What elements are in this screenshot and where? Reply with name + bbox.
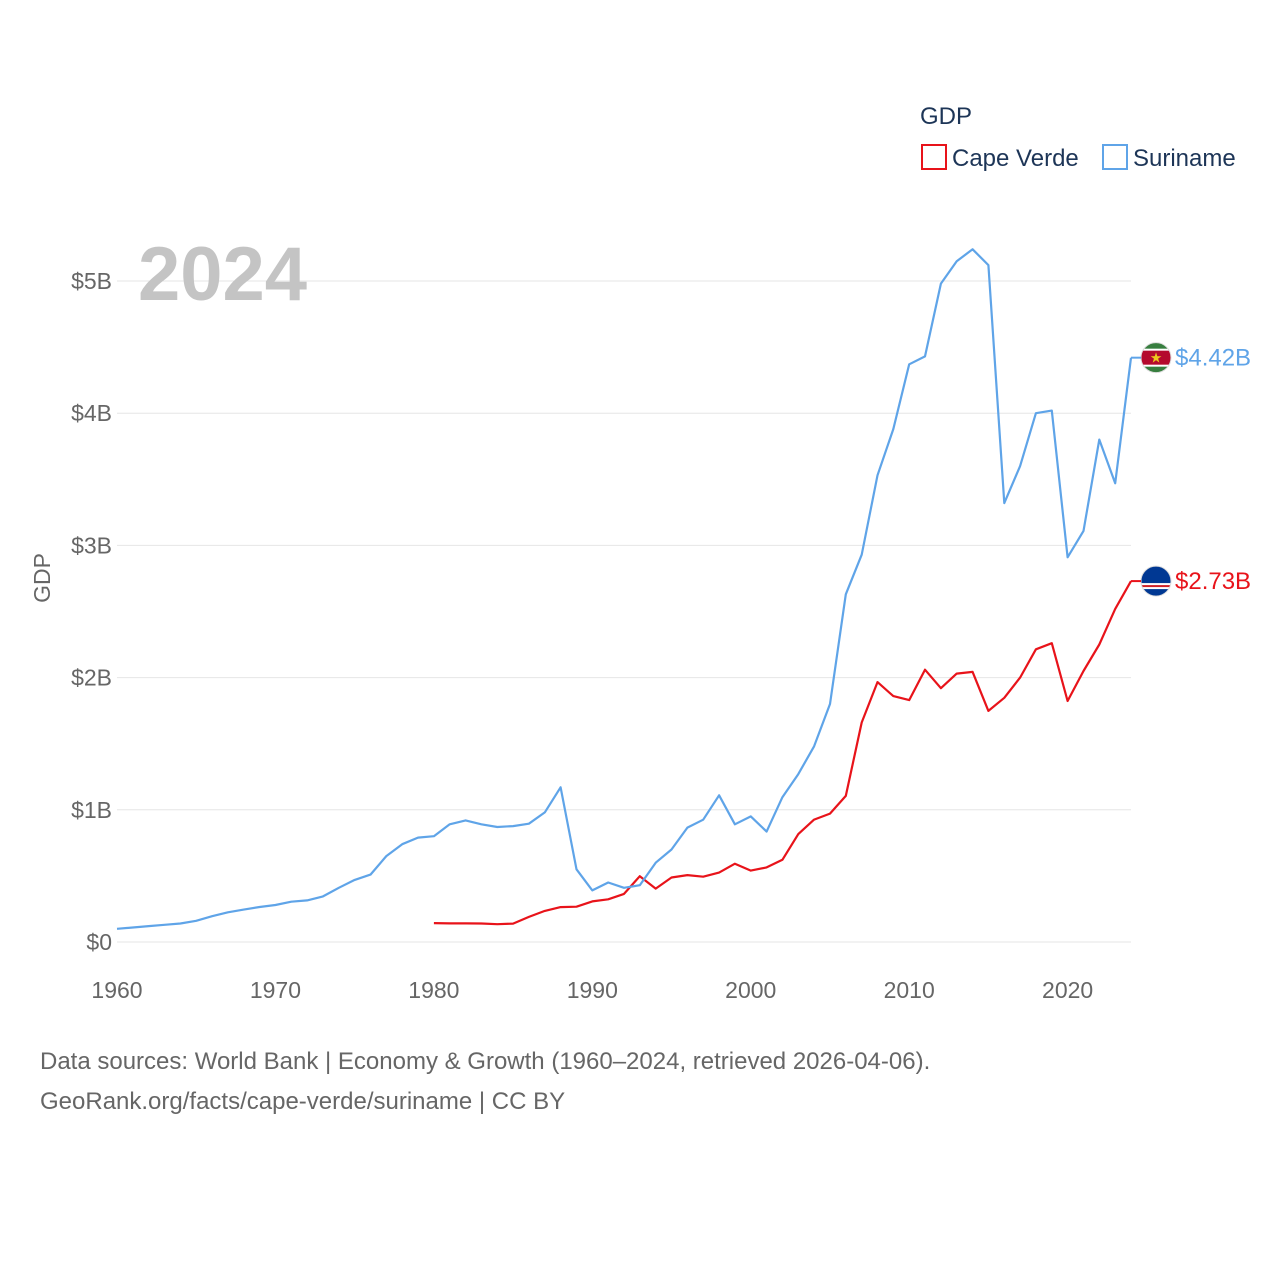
x-tick-label: 2010 [884,977,935,1003]
y-tick-label: $0 [86,929,112,955]
series-end-markers: $2.73B ★ $4.42B [1131,342,1251,597]
y-axis: $0 $1B $2B $3B $4B $5B [71,268,112,955]
legend-item-cape-verde[interactable]: Cape Verde [921,144,1079,172]
end-value-label: $2.73B [1175,568,1251,595]
y-tick-label: $3B [71,532,112,558]
series-lines [116,248,1133,930]
gdp-line-chart: $0 $1B $2B $3B $4B $5B 1960 1970 1980 1990 2000 20… [29,103,1251,1003]
y-axis-label: GDP [29,553,55,603]
svg-text:★: ★ [1150,351,1163,367]
footer-link[interactable]: GeoRank.org/facts/cape-verde/suriname | … [40,1088,566,1115]
legend-label-cape-verde: Cape Verde [952,145,1079,172]
footer-sources: Data sources: World Bank | Economy & Gro… [40,1048,931,1075]
legend-item-suriname[interactable]: Suriname [1102,144,1236,172]
x-tick-label: 1990 [567,977,618,1003]
y-tick-label: $2B [71,665,112,691]
y-tick-label: $1B [71,797,112,823]
y-tick-label: $5B [71,268,112,294]
x-tick-label: 2000 [725,977,776,1003]
suriname-flag-icon: ★ [1140,342,1172,374]
legend-swatch-suriname [1102,144,1128,170]
x-axis: 1960 1970 1980 1990 2000 2010 2020 [91,977,1093,1003]
x-tick-label: 1960 [91,977,142,1003]
legend-swatch-cape-verde [921,144,947,170]
cape-verde-flag-icon [1140,565,1172,597]
grid-lines [117,280,1131,943]
series-line-suriname [116,248,1133,930]
y-tick-label: $4B [71,400,112,426]
x-tick-label: 2020 [1042,977,1093,1003]
x-tick-label: 1970 [250,977,301,1003]
year-label: 2024 [138,232,307,317]
series-line-cape-verde [433,580,1132,926]
x-tick-label: 1980 [408,977,459,1003]
end-value-label: $4.42B [1175,345,1251,372]
footer: Data sources: World Bank | Economy & Gro… [40,1042,930,1122]
legend[interactable]: GDP Cape Verde Suriname [920,103,1236,172]
legend-title: GDP [920,103,972,130]
legend-label-suriname: Suriname [1133,145,1236,172]
